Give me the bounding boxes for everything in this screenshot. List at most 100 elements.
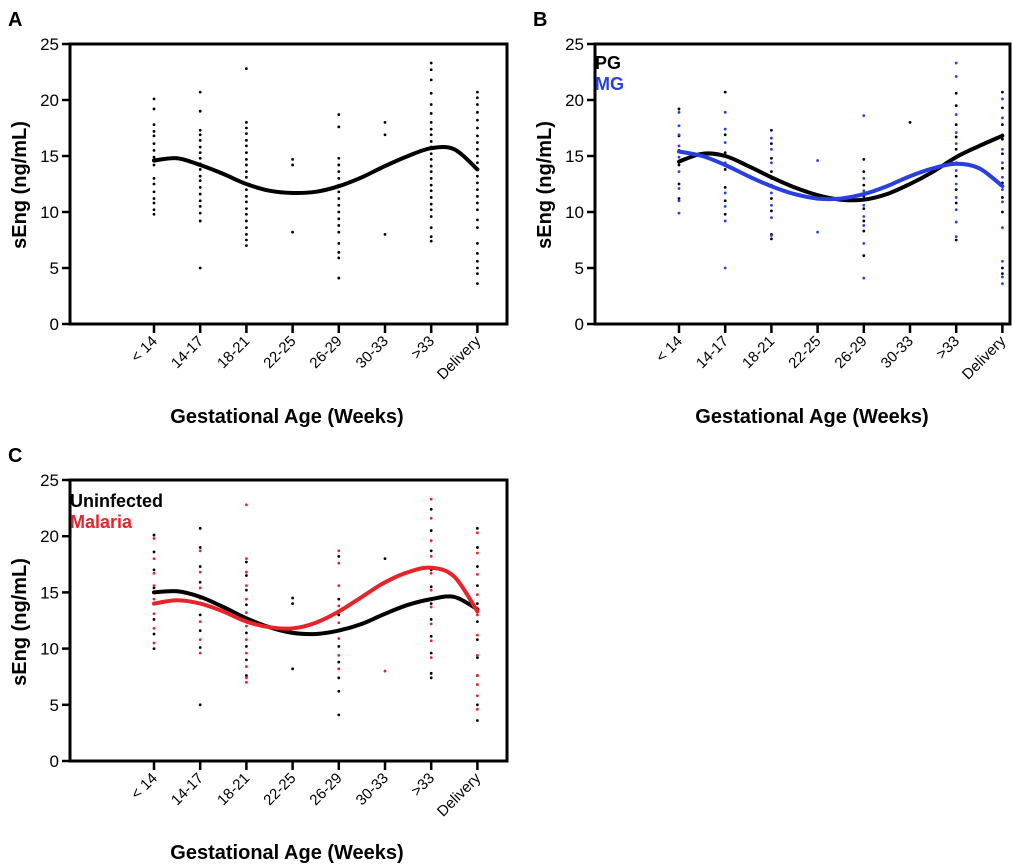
panel-b-data-point	[862, 229, 866, 233]
panel-c-data-point	[476, 546, 479, 549]
panel-b-data-point	[723, 219, 727, 223]
panel-c-data-point	[245, 574, 248, 577]
panel-c-data-point	[337, 660, 341, 664]
panel-b-x-tick-label: >33	[933, 333, 963, 363]
panel-a-x-tick-label: 14-17	[168, 333, 207, 372]
panel-a-fit-curve-0	[152, 144, 480, 196]
panel-c-data-point	[337, 555, 341, 558]
panel-b-data-point	[954, 61, 958, 65]
panel-b-data-point	[770, 161, 773, 165]
panel-c-data-point	[152, 533, 156, 537]
panel-a-data-point	[476, 208, 479, 212]
panel-c-data-point	[429, 622, 433, 626]
panel-a-data-point	[476, 181, 479, 185]
panel-b-data-point	[1001, 147, 1004, 151]
panel-c-data-point	[476, 653, 479, 657]
panel-a-series-0-points	[152, 61, 479, 286]
panel-c-data-point	[198, 651, 202, 655]
panel-b-data-point	[1001, 97, 1004, 101]
panel-c-data-point	[245, 584, 248, 588]
panel-b-x-tick-label: 14-17	[693, 333, 732, 372]
panel-a-data-point	[198, 211, 202, 215]
panel-a-data-point	[337, 203, 341, 207]
panel-a-data-point	[476, 201, 479, 205]
panel-a-y-tick-label: 10	[40, 203, 59, 222]
panel-c-data-point	[291, 596, 294, 600]
panel-c-data-point	[476, 719, 479, 722]
panel-a-data-point	[245, 226, 248, 230]
panel-c-data-point	[337, 613, 341, 617]
panel-a-data-point	[198, 156, 202, 160]
panel-a-x-tick-label: 26-29	[306, 333, 345, 372]
panel-b-data-point	[770, 136, 773, 140]
panel-c-data-point	[429, 605, 433, 609]
panel-a-data-point	[429, 103, 433, 106]
panel-b-data-point	[770, 191, 773, 195]
panel-c-data-point	[245, 680, 248, 684]
panel-c-x-tick-label: 14-17	[168, 770, 207, 809]
panel-b-y-tick-label: 0	[575, 315, 584, 334]
panel-b-data-point	[954, 182, 958, 186]
panel-c-data-point	[245, 603, 248, 607]
panel-c-x-tick-label: < 14	[128, 770, 161, 803]
panel-b-x-tick-label: 30-33	[878, 333, 917, 372]
panel-a-data-point	[245, 132, 248, 136]
panel-b-data-point	[677, 107, 681, 111]
panel-c-y-tick-label: 15	[40, 583, 59, 602]
panel-b-data-point	[770, 234, 773, 237]
panel-a-data-point	[429, 140, 433, 143]
panel-c-x-tick-label: 18-21	[214, 770, 253, 809]
panel-c-data-point	[383, 557, 387, 561]
panel-a-data-point	[429, 170, 433, 174]
panel-a-data-point	[198, 219, 202, 223]
panel-c-data-point	[337, 597, 341, 601]
panel-c-data-point	[198, 629, 202, 633]
panel-a-data-point	[245, 157, 248, 161]
panel-b-data-point	[770, 156, 773, 160]
panel-c-x-axis-title: Gestational Age (Weeks)	[170, 842, 403, 864]
panel-c-data-point	[291, 667, 294, 671]
panel-a-data-point	[429, 226, 433, 230]
panel-c-data-point	[476, 593, 479, 597]
panel-b-data-point	[1001, 152, 1004, 156]
panel-c-data-point	[476, 565, 479, 568]
panel-b-data-point	[677, 187, 681, 190]
panel-b-data-point	[770, 209, 773, 213]
panel-a-data-point	[198, 151, 202, 155]
panel-b-data-point	[723, 212, 727, 216]
panel-b-data-point	[862, 224, 866, 227]
panel-c-data-point	[476, 551, 479, 555]
panel-c-data-point	[152, 612, 156, 616]
panel-b-data-point	[1001, 266, 1004, 270]
panel-c-legend-malaria: Malaria	[70, 512, 133, 532]
panel-c-y-axis-title: sEng (ng/mL)	[9, 558, 31, 686]
panel-c-data-point	[337, 637, 341, 640]
panel-a-data-point	[383, 121, 387, 124]
panel-c-data-point	[152, 571, 156, 575]
panel-a-data-point	[152, 163, 156, 167]
panel-a-data-point	[152, 129, 156, 133]
panel-a-data-point	[152, 149, 156, 152]
panel-b-data-point	[954, 131, 958, 134]
panel-c-x-tick-label: 30-33	[353, 770, 392, 809]
panel-a-data-point	[337, 190, 341, 194]
panel-a-data-point	[476, 96, 479, 100]
panel-a-data-point	[245, 200, 248, 204]
panel-a-data-point	[245, 144, 248, 148]
panel-b-letter: B	[533, 9, 547, 31]
panel-a-data-point	[245, 219, 248, 223]
panel-a-data-point	[429, 202, 433, 206]
panel-c-data-point	[152, 557, 156, 561]
panel-a-data-point	[337, 217, 341, 221]
panel-b-x-tick-label: 18-21	[739, 333, 778, 372]
panel-c-plot-frame	[68, 478, 509, 763]
panel-b-data-point	[1001, 226, 1004, 230]
panel-a-data-point	[198, 179, 202, 183]
panel-c-data-point	[476, 638, 479, 642]
panel-c-data-point	[245, 503, 248, 507]
panel-c-data-point	[337, 549, 341, 553]
panel-a-data-point	[198, 185, 202, 189]
panel-a-data-point	[429, 177, 433, 180]
panel-c-data-point	[429, 617, 433, 621]
panel-a-data-point	[152, 107, 156, 111]
